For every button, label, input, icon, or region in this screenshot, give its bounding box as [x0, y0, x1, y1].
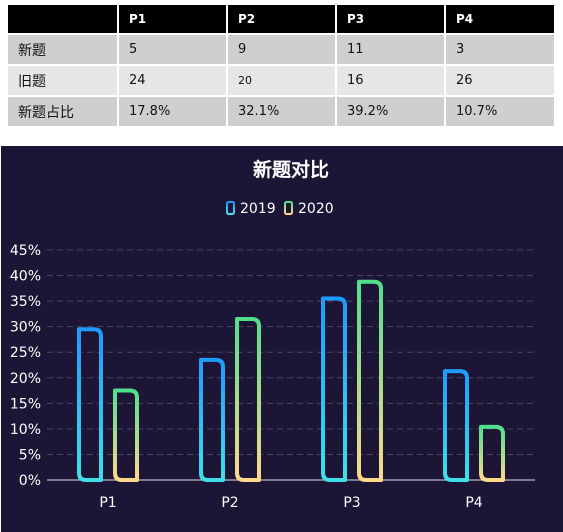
table-cell: 20 — [227, 64, 337, 96]
y-tick-label: 5% — [19, 447, 41, 463]
legend-label: 2020 — [298, 201, 334, 217]
table-header-cell — [8, 5, 119, 34]
table-row: 新题占比 17.8% 32.1% 39.2% 10.7% — [8, 95, 554, 126]
x-tick-label: P2 — [221, 495, 238, 511]
x-tick-label: P4 — [465, 495, 482, 511]
table-row: 旧题 24 20 16 26 — [8, 64, 554, 96]
y-tick-label: 15% — [10, 396, 41, 412]
table-cell: 10.7% — [445, 95, 554, 126]
table-cell: 26 — [445, 64, 554, 96]
y-tick-label: 25% — [10, 345, 41, 361]
row-label: 旧题 — [8, 64, 119, 96]
bar-2020-P4 — [479, 424, 505, 482]
row-label: 新题占比 — [8, 95, 119, 126]
table-cell: 5 — [118, 33, 228, 65]
data-table: P1 P2 P3 P4 新题 5 9 11 3 旧题 24 20 16 26 新… — [8, 5, 554, 126]
bar-2020-P2 — [235, 317, 261, 482]
table-header-cell: P2 — [227, 5, 337, 34]
x-tick-label: P3 — [343, 495, 360, 511]
table-cell: 39.2% — [336, 95, 446, 126]
y-tick-label: 30% — [10, 320, 41, 336]
table-cell: 11 — [336, 33, 446, 65]
table-cell: 32.1% — [227, 95, 337, 126]
bar-chart: 新题对比 2019 2020 0% 5% 10% 15% 20% 25% 30% 35% 40% 45%… — [10, 158, 535, 511]
y-tick-label: 10% — [10, 422, 41, 438]
legend-label: 2019 — [240, 201, 276, 217]
table-cell: 3 — [445, 33, 554, 65]
chart-title: 新题对比 — [253, 158, 329, 181]
y-tick-label: 45% — [10, 243, 41, 259]
y-tick-label: 35% — [10, 294, 41, 310]
table-cell: 24 — [118, 64, 228, 96]
bar-2019-P3 — [321, 296, 347, 482]
x-tick-label: P1 — [99, 495, 116, 511]
legend-swatch — [284, 201, 293, 215]
table-row: 新题 5 9 11 3 — [8, 33, 554, 65]
table-cell: 9 — [227, 33, 337, 65]
y-tick-label: 20% — [10, 371, 41, 387]
row-label: 新题 — [8, 33, 119, 65]
chart-panel: 新题对比 2019 2020 0% 5% 10% 15% 20% 25% 30% 35% 40% 45%… — [1, 146, 563, 532]
table-cell: 17.8% — [118, 95, 228, 126]
bar-2019-P4 — [443, 369, 469, 482]
y-tick-label: 0% — [19, 473, 41, 489]
table-header-row: P1 P2 P3 P4 — [8, 5, 554, 34]
bar-2020-P1 — [113, 388, 139, 482]
legend-swatch — [226, 201, 235, 215]
table-cell: 16 — [336, 64, 446, 96]
table-header-cell: P4 — [445, 5, 554, 34]
bar-2020-P3 — [357, 279, 383, 482]
table-header-cell: P3 — [336, 5, 446, 34]
bar-2019-P1 — [77, 327, 103, 482]
table-header-cell: P1 — [118, 5, 228, 34]
bar-2019-P2 — [199, 357, 225, 482]
y-tick-label: 40% — [10, 269, 41, 285]
